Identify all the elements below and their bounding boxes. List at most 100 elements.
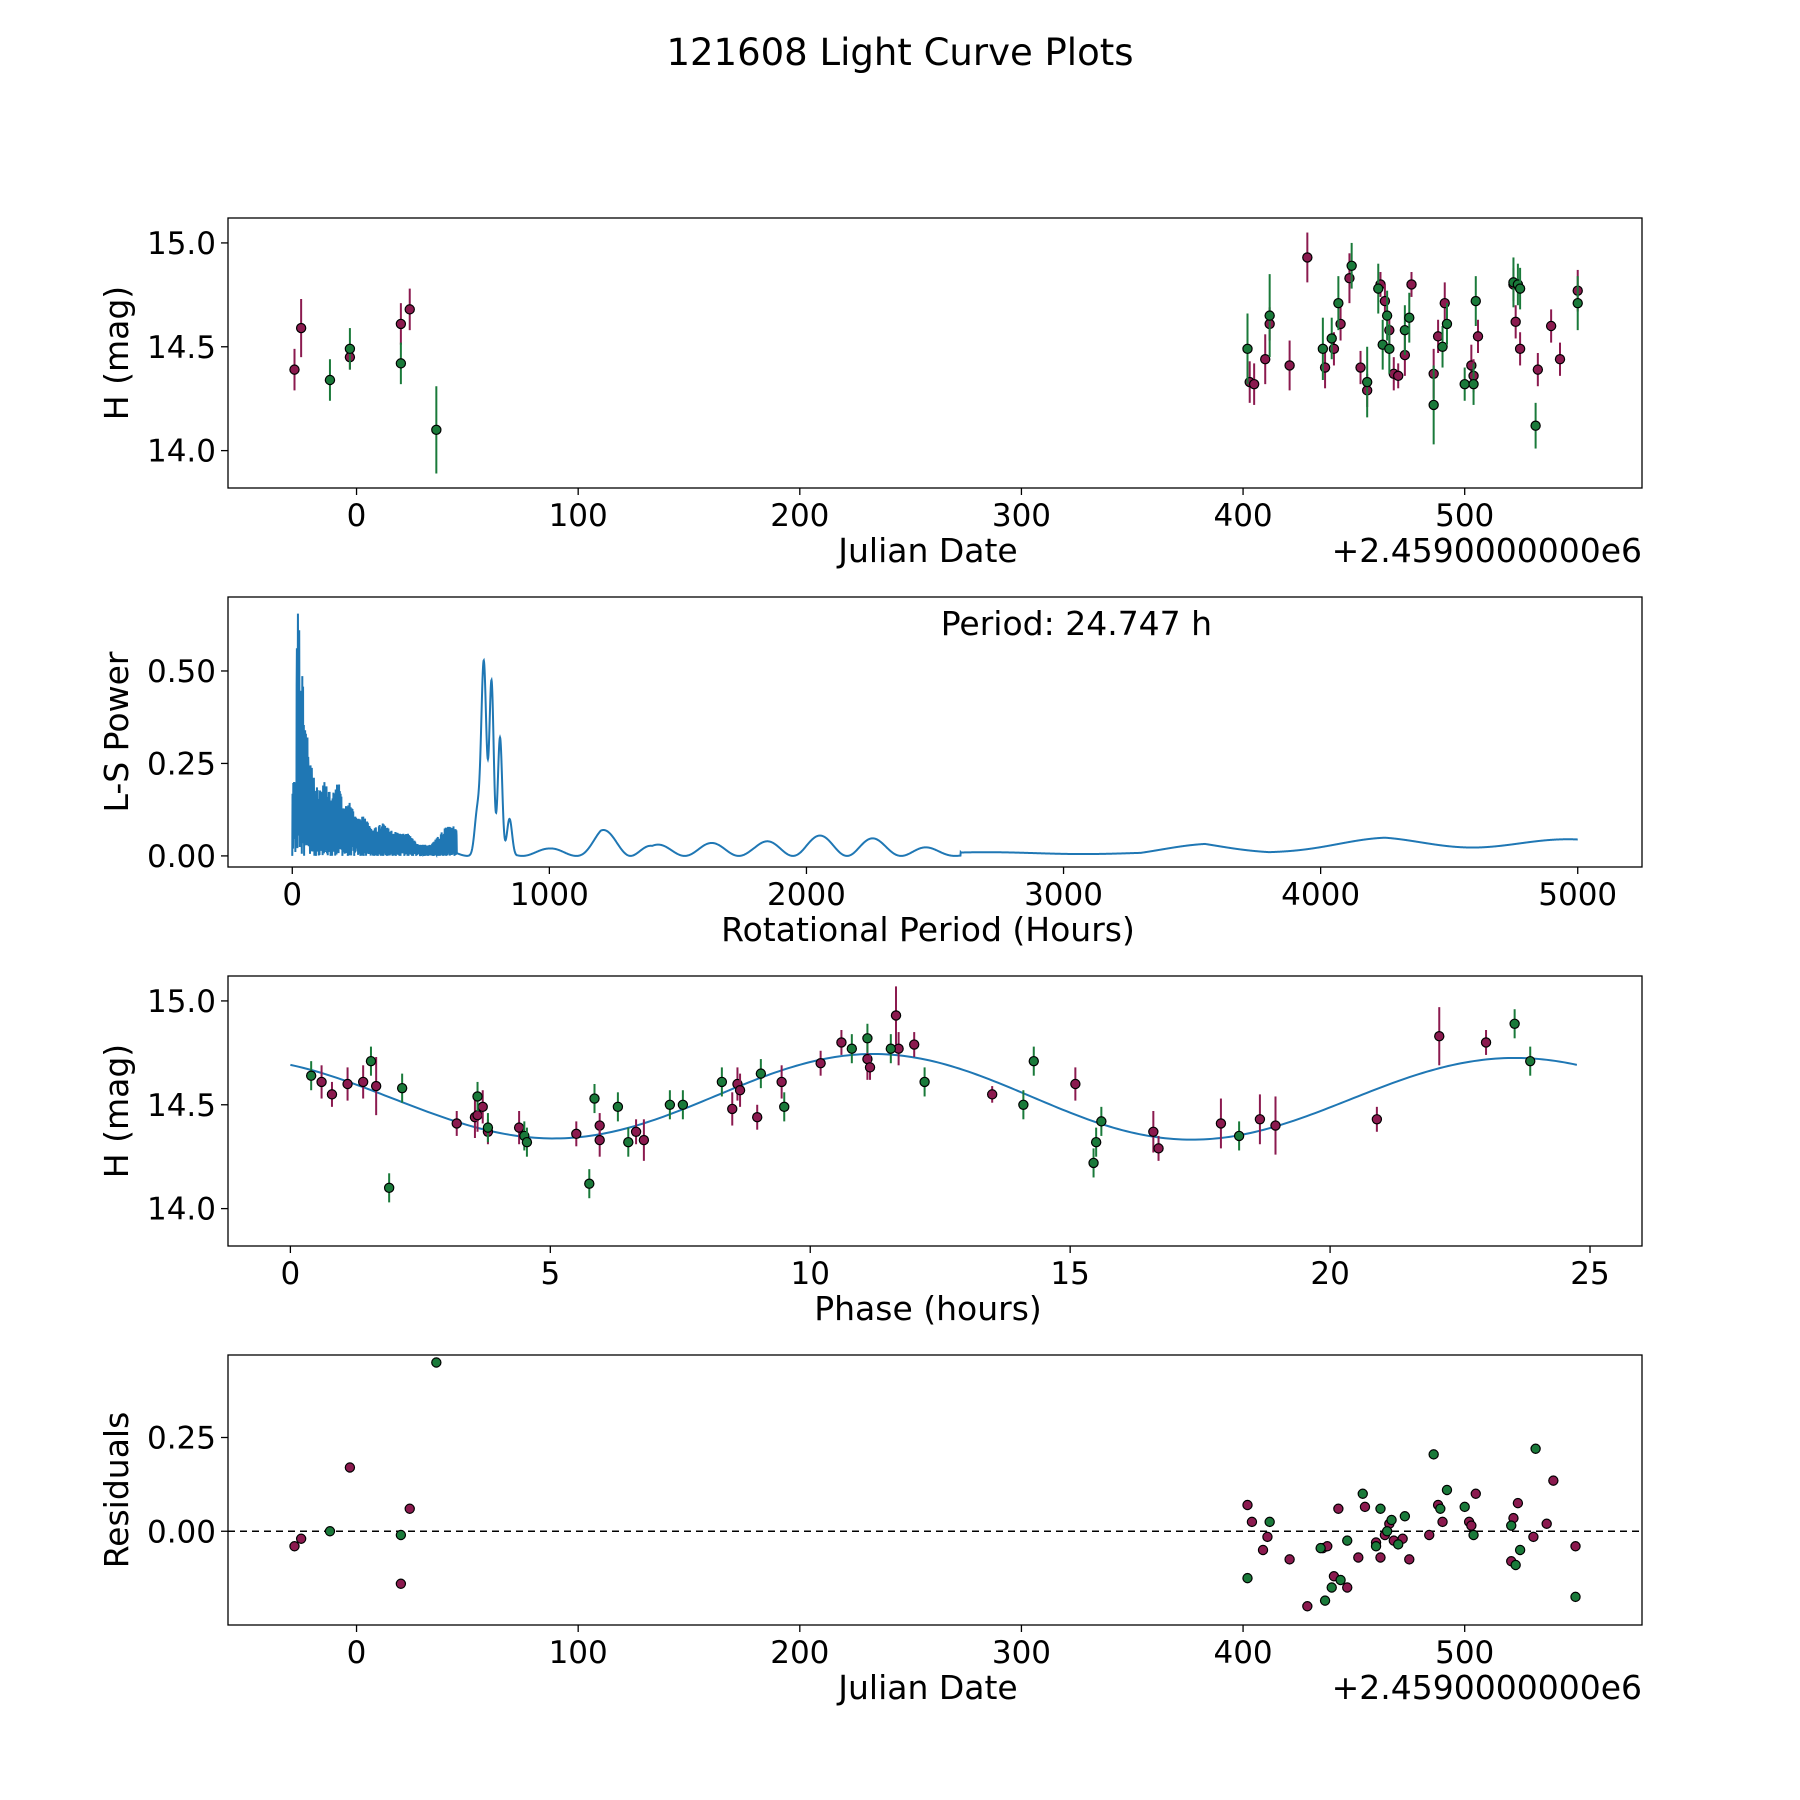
data-point bbox=[594, 1134, 605, 1146]
figure-title: 121608 Light Curve Plots bbox=[666, 31, 1133, 74]
data-point bbox=[1379, 295, 1391, 307]
data-point bbox=[919, 1076, 930, 1088]
residual-point bbox=[1428, 1449, 1439, 1460]
data-point bbox=[1470, 295, 1481, 307]
x-tick-label: 25 bbox=[1570, 1256, 1609, 1292]
residual-point bbox=[1468, 1529, 1479, 1541]
data-point bbox=[623, 1136, 634, 1148]
x-offset-text: +2.4590000000e6 bbox=[1332, 531, 1642, 570]
data-point bbox=[1284, 360, 1295, 371]
phase-folded-panel: 0 5 10 15 20 25 14.0 14.5 15.0 Phase (hours) H (ma… bbox=[97, 975, 1643, 1328]
data-point bbox=[1532, 364, 1544, 375]
x-tick-label: 0 bbox=[347, 498, 367, 534]
data-point bbox=[1090, 1136, 1102, 1148]
data-point bbox=[776, 1076, 787, 1088]
data-point bbox=[1233, 1130, 1245, 1142]
residual-point bbox=[1570, 1591, 1581, 1603]
data-point bbox=[521, 1136, 533, 1148]
data-point bbox=[584, 1178, 595, 1189]
residual-point bbox=[1264, 1516, 1275, 1528]
residual-point bbox=[1459, 1501, 1470, 1513]
residual-point bbox=[1570, 1541, 1581, 1552]
data-point bbox=[1406, 279, 1417, 290]
data-point bbox=[1393, 370, 1404, 382]
data-point bbox=[395, 358, 407, 369]
x-tick-label: 5 bbox=[540, 1256, 560, 1292]
data-point bbox=[1328, 343, 1340, 355]
data-point bbox=[1468, 378, 1479, 390]
data-point bbox=[890, 1010, 902, 1021]
x-tick-label: 500 bbox=[1435, 1635, 1494, 1671]
x-tick-label: 2000 bbox=[767, 877, 846, 913]
data-point bbox=[513, 1122, 525, 1133]
residual-point bbox=[1386, 1514, 1397, 1526]
data-point bbox=[1096, 1116, 1107, 1127]
data-point bbox=[324, 374, 336, 386]
data-point bbox=[395, 318, 407, 330]
data-point bbox=[1432, 331, 1444, 342]
data-point bbox=[1028, 1055, 1039, 1067]
y-tick-label: 15.0 bbox=[147, 226, 216, 262]
data-point bbox=[451, 1118, 462, 1129]
residual-point bbox=[1359, 1501, 1371, 1513]
residual-point bbox=[1342, 1582, 1353, 1593]
y-axis-label: Residuals bbox=[97, 1412, 136, 1569]
y-axis-label: L-S Power bbox=[97, 651, 136, 812]
data-point bbox=[1545, 320, 1557, 332]
x-tick-label: 200 bbox=[770, 1635, 829, 1671]
residual-point bbox=[1375, 1552, 1386, 1563]
data-point bbox=[664, 1099, 676, 1110]
residual-point bbox=[1315, 1542, 1326, 1554]
data-point bbox=[1302, 252, 1313, 263]
data-point bbox=[1554, 354, 1566, 365]
data-point bbox=[477, 1101, 488, 1113]
data-point bbox=[1248, 378, 1260, 390]
x-tick-label: 300 bbox=[992, 498, 1051, 534]
data-point bbox=[1361, 376, 1373, 388]
y-tick-label: 0.00 bbox=[147, 839, 216, 875]
data-point bbox=[1373, 283, 1384, 294]
residual-point bbox=[1370, 1541, 1382, 1552]
residual-point bbox=[1510, 1559, 1521, 1571]
data-point bbox=[1344, 273, 1355, 284]
data-point bbox=[1355, 362, 1366, 373]
x-axis-label: Julian Date bbox=[836, 531, 1018, 570]
data-point bbox=[472, 1091, 483, 1102]
y-tick-label: 0.00 bbox=[147, 1514, 216, 1550]
x-tick-label: 10 bbox=[791, 1256, 830, 1292]
y-axis-label: H (mag) bbox=[97, 1044, 136, 1178]
residual-point bbox=[1435, 1503, 1446, 1514]
y-tick-label: 14.5 bbox=[147, 330, 216, 366]
data-point bbox=[1317, 343, 1329, 355]
residual-point bbox=[1284, 1554, 1295, 1565]
residual-point bbox=[1246, 1516, 1258, 1528]
data-point bbox=[1428, 399, 1439, 411]
x-tick-label: 1000 bbox=[510, 877, 589, 913]
data-point bbox=[630, 1126, 642, 1137]
data-point bbox=[396, 1082, 408, 1094]
data-point bbox=[1459, 378, 1470, 390]
data-point bbox=[1441, 318, 1453, 330]
data-point bbox=[734, 1085, 746, 1096]
data-point bbox=[1381, 310, 1393, 321]
data-point bbox=[1260, 354, 1271, 365]
residual-point bbox=[1319, 1595, 1331, 1606]
data-point bbox=[1510, 316, 1521, 328]
x-tick-label: 100 bbox=[549, 1635, 608, 1671]
residual-point bbox=[1353, 1552, 1364, 1563]
residual-point bbox=[344, 1462, 356, 1473]
data-point bbox=[1070, 1078, 1081, 1090]
residual-point bbox=[1342, 1535, 1353, 1546]
data-point bbox=[909, 1039, 920, 1050]
x-tick-label: 200 bbox=[770, 498, 829, 534]
data-point bbox=[752, 1112, 763, 1123]
data-point bbox=[864, 1062, 876, 1073]
data-point bbox=[316, 1076, 327, 1088]
residual-point bbox=[1302, 1601, 1313, 1612]
x-tick-label: 100 bbox=[549, 498, 608, 534]
data-point bbox=[305, 1070, 317, 1081]
residual-point bbox=[395, 1529, 407, 1541]
data-point bbox=[344, 343, 356, 355]
residual-point bbox=[1548, 1475, 1559, 1486]
data-point bbox=[431, 424, 442, 436]
